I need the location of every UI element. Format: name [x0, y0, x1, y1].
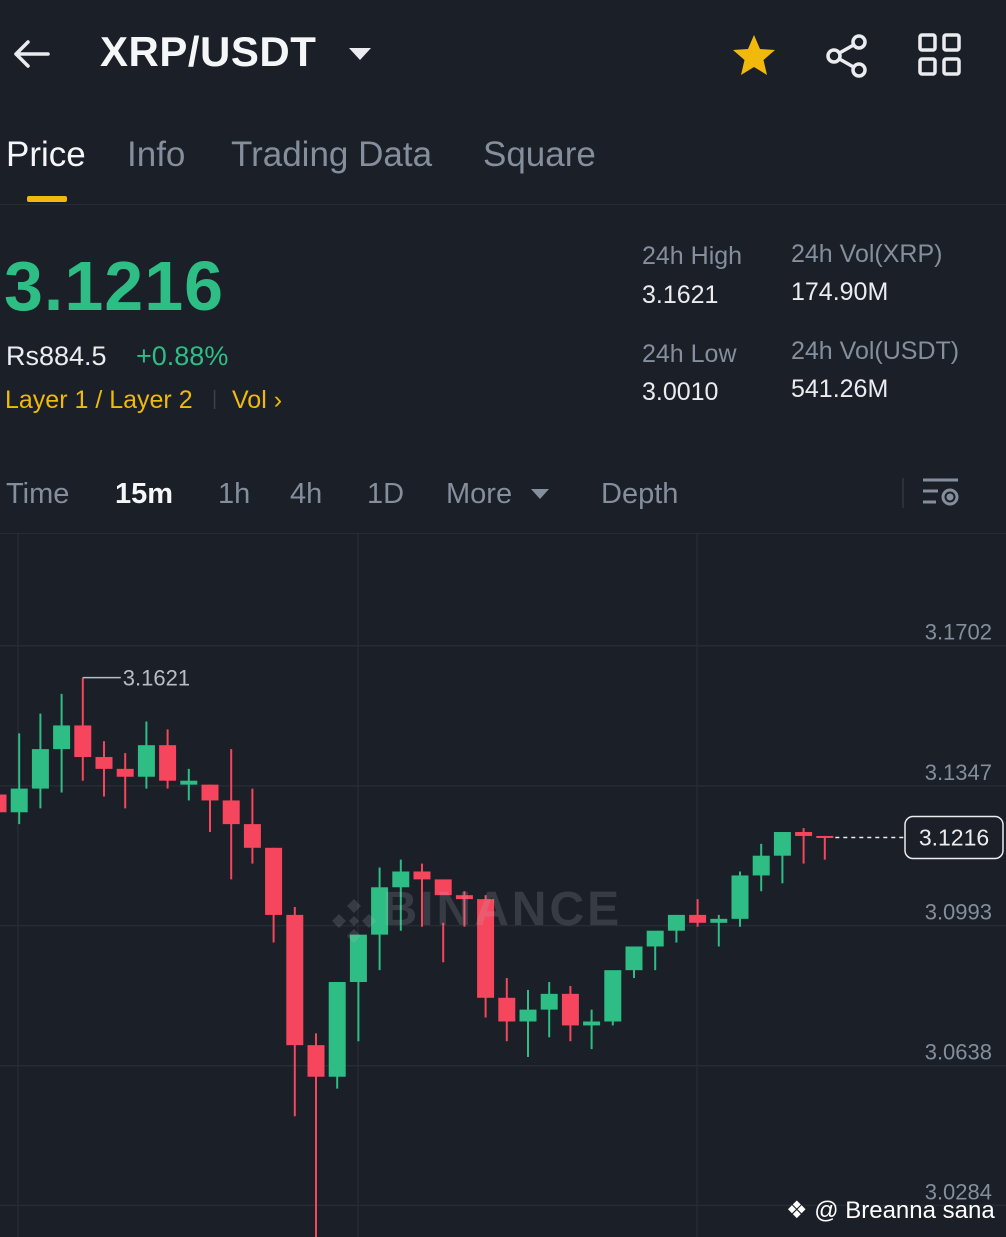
stat-24h-vol-usdt-value: 541.26M [791, 375, 889, 403]
candle-body [583, 1021, 601, 1026]
share-icon[interactable] [823, 32, 871, 80]
vol-link[interactable]: Vol › [232, 386, 282, 415]
vol-link-label: Vol [232, 386, 267, 414]
candle-body [731, 875, 749, 919]
candle-body [243, 824, 261, 848]
tag-separator: | [212, 388, 218, 410]
chart-grid [0, 534, 1006, 1237]
tab-trading-data[interactable]: Trading Data [231, 135, 433, 174]
depth-tab[interactable]: Depth [601, 478, 679, 510]
candle-body [561, 993, 579, 1026]
candle-body [180, 780, 198, 785]
candle-body [0, 794, 7, 813]
y-tick-label: 3.0284 [925, 1179, 992, 1204]
candle-body [477, 899, 495, 998]
candle-body [265, 847, 283, 915]
interval-4h[interactable]: 4h [290, 478, 323, 510]
price-change-percent: +0.88% [136, 341, 229, 371]
chart-annotations: 3.1621 3.1216 [82, 666, 1004, 860]
tab-price[interactable]: Price [6, 135, 86, 174]
candle-body [74, 725, 92, 758]
diamond-logo-icon: ❖ [786, 1197, 808, 1224]
candle-body [201, 784, 219, 801]
interval-divider [902, 478, 904, 508]
back-arrow-icon[interactable] [8, 30, 56, 78]
candle-body [519, 1009, 537, 1022]
candle-body [816, 835, 834, 838]
candle-body [667, 914, 685, 931]
candles [0, 677, 834, 1237]
interval-time[interactable]: Time [6, 478, 70, 510]
last-price-label: 3.1216 [919, 825, 989, 851]
candle-body [392, 871, 410, 888]
y-tick-label: 3.0638 [925, 1040, 992, 1065]
candle-body [159, 745, 177, 781]
pair-title[interactable]: XRP/USDT [100, 28, 317, 75]
tabs-divider [0, 204, 1006, 205]
candle-body [116, 768, 134, 777]
chart-settings-icon[interactable] [918, 474, 964, 514]
category-tag-link[interactable]: Layer 1 / Layer 2 [5, 386, 193, 414]
stat-24h-high-value: 3.1621 [642, 281, 719, 309]
candle-body [53, 725, 71, 750]
tab-info[interactable]: Info [127, 135, 186, 174]
y-axis-labels: 3.1702 3.1347 3.0993 3.0638 3.0284 [925, 620, 992, 1205]
candle-body [413, 871, 431, 880]
candle-body [434, 879, 452, 896]
chevron-right-icon: › [273, 386, 283, 414]
stat-24h-low-label: 24h Low [642, 340, 737, 368]
y-tick-label: 3.1347 [925, 760, 992, 785]
candle-body [795, 832, 813, 836]
candle-body [625, 946, 643, 971]
high-marker-label: 3.1621 [123, 666, 190, 691]
stat-24h-vol-usdt-label: 24h Vol(USDT) [791, 337, 960, 365]
interval-more[interactable]: More [446, 478, 513, 510]
stat-24h-high-label: 24h High [642, 242, 743, 270]
candle-body [752, 855, 770, 876]
candle-body [604, 970, 622, 1022]
candle-body [773, 832, 791, 856]
caret-down-icon[interactable] [530, 487, 550, 501]
credit-watermark: ❖ @ Breanna sana [786, 1196, 995, 1225]
candle-body [222, 800, 240, 825]
candle-body [710, 918, 728, 923]
interval-1d[interactable]: 1D [367, 478, 405, 510]
active-tab-indicator [27, 196, 67, 202]
y-tick-label: 3.0993 [925, 900, 992, 925]
candle-body [498, 997, 516, 1022]
caret-down-icon[interactable] [347, 45, 373, 63]
stat-24h-vol-xrp-label: 24h Vol(XRP) [791, 240, 943, 268]
candle-body [349, 934, 367, 983]
candle-body [31, 749, 49, 789]
candle-body [95, 757, 113, 769]
candle-body [646, 930, 664, 947]
star-icon[interactable] [730, 32, 778, 80]
candle-body [689, 914, 707, 923]
y-tick-label: 3.1702 [925, 620, 992, 645]
candle-body [455, 895, 473, 900]
binance-logo-icon [332, 898, 376, 943]
credit-text: @ Breanna sana [814, 1197, 995, 1224]
fiat-price: Rs884.5 [6, 341, 107, 371]
candle-body [328, 982, 346, 1077]
interval-1h[interactable]: 1h [218, 478, 251, 510]
binance-watermark: BINANCE [330, 882, 622, 945]
candle-body [307, 1045, 325, 1077]
candle-body [540, 993, 558, 1010]
candle-body [371, 887, 389, 935]
candle-body [137, 745, 155, 777]
chart-top-divider [0, 533, 1006, 534]
last-price: 3.1216 [4, 247, 225, 325]
stat-24h-low-value: 3.0010 [642, 378, 719, 406]
tab-square[interactable]: Square [483, 135, 596, 174]
grid-menu-icon[interactable] [915, 30, 965, 80]
watermark-text: BINANCE [382, 883, 623, 936]
stat-24h-vol-xrp-value: 174.90M [791, 278, 889, 306]
interval-15m[interactable]: 15m [115, 478, 174, 510]
last-price-box [904, 815, 1004, 860]
candle-body [10, 788, 28, 813]
candle-body [286, 914, 304, 1046]
